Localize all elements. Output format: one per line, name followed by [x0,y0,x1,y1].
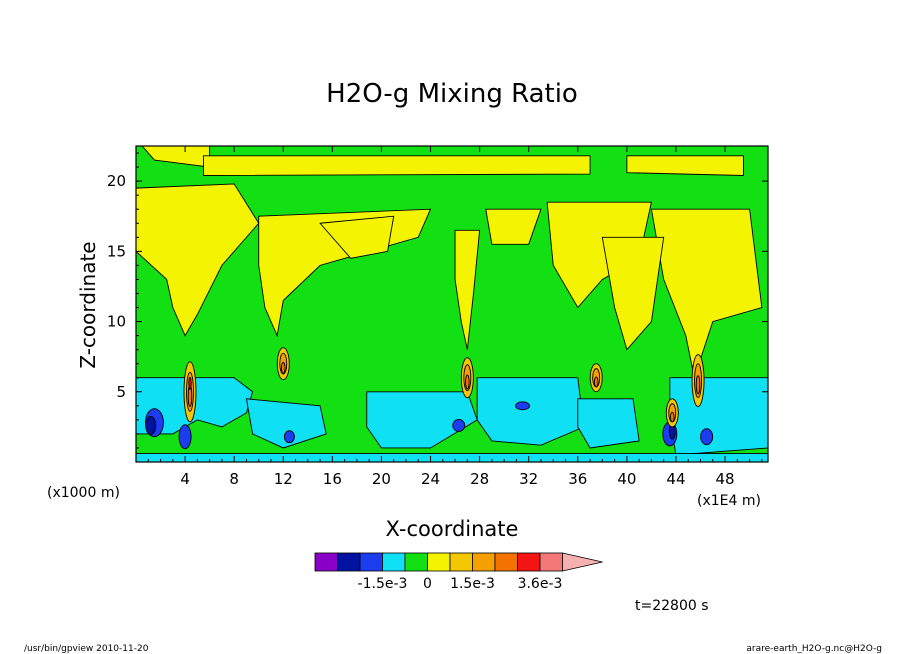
x-tick-label: 32 [519,470,538,488]
x-tick-label: 36 [568,470,587,488]
upper-band [203,155,591,176]
x-tick-label: 24 [421,470,440,488]
contour-region [452,419,466,432]
contour-region [178,424,192,450]
footer-right: arare-earth_H2O-g.nc@H2O-g [746,644,882,654]
contour-region [283,430,295,444]
plot-frame [135,145,769,463]
x-tick-label: 44 [666,470,685,488]
y-tick-label: 20 [107,172,126,190]
convective-core [670,411,675,423]
convective-core [695,375,701,395]
yellow-plume [546,201,652,309]
y-unit-label: (x1000 m) [47,485,120,501]
upper-band [626,155,744,176]
contour-region [515,401,531,411]
cyan-region [577,398,640,449]
x-tick-label: 48 [716,470,735,488]
x-tick-label: 8 [229,470,239,488]
x-tick-label: 4 [180,470,190,488]
colorbar-swatch [472,552,496,572]
y-axis-label: Z-coordinate [76,241,100,368]
convective-core [281,361,286,374]
colorbar-swatch [314,552,338,572]
colorbar-label: -1.5e-3 [358,576,408,592]
colorbar-swatch [382,552,406,572]
contour-region [319,215,395,259]
colorbar-swatch [337,552,361,572]
y-tick-label: 10 [107,313,126,331]
yellow-plume [136,183,260,337]
colorbar-label: 3.6e-3 [518,576,563,592]
colorbar-swatch [404,552,428,572]
colorbar-swatch [517,552,541,572]
y-tick-label: 15 [107,242,126,260]
time-annotation: t=22800 s [635,598,709,614]
cyan-region [476,377,585,446]
yellow-plume [650,208,763,380]
convective-core [188,376,192,390]
footer-left: /usr/bin/gpview 2010-11-20 [24,644,149,654]
cyan-region [669,377,768,456]
colorbar-swatch [539,552,563,572]
x-unit-label: (x1E4 m) [697,493,761,509]
x-axis-label: X-coordinate [386,517,519,541]
x-tick-label: 28 [470,470,489,488]
convective-core [593,376,599,388]
colorbar-swatch [427,552,451,572]
convective-core [465,374,470,390]
contour-region [136,453,768,462]
y-tick-label: 5 [116,383,126,401]
contour-region [485,208,542,245]
x-tick-label: 12 [274,470,293,488]
chart-title: H2O-g Mixing Ratio [326,79,578,109]
x-tick-label: 40 [617,470,636,488]
contour-field [136,146,768,462]
yellow-plume [454,229,481,350]
navy-patch [145,416,157,435]
contour-region [601,236,665,351]
colorbar-swatch [359,552,383,572]
colorbar-label: 0 [423,576,432,592]
colorbar-swatch [449,552,473,572]
contour-region [700,428,714,446]
x-tick-label: 20 [372,470,391,488]
colorbar-arrow [562,552,603,572]
x-tick-label: 16 [323,470,342,488]
cyan-region [245,398,327,449]
colorbar-label: 1.5e-3 [450,576,495,592]
colorbar: -1.5e-3 0 1.5e-3 3.6e-3 [314,552,603,592]
colorbar-swatch [494,552,518,572]
